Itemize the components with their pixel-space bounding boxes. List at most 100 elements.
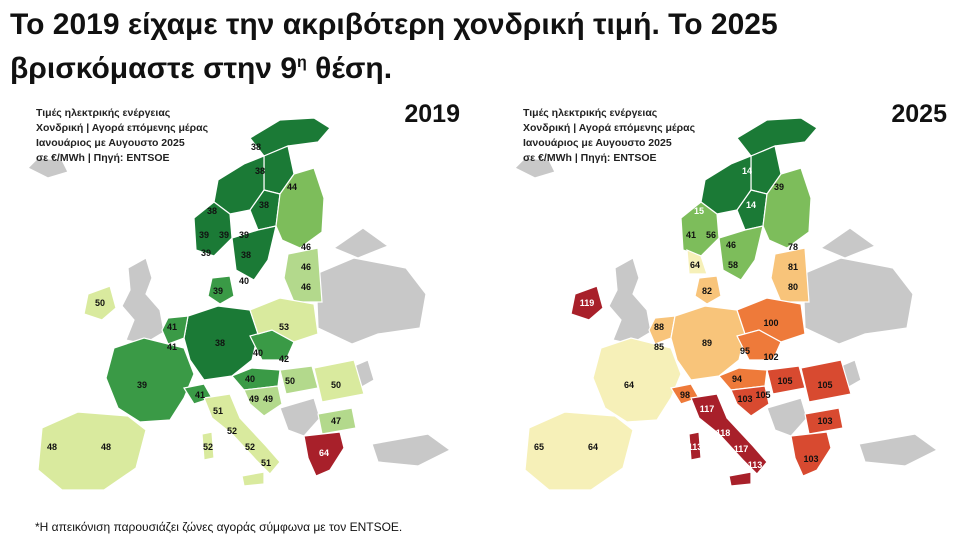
value-at: 94 bbox=[732, 374, 742, 384]
value-si: 103 bbox=[737, 394, 752, 404]
hungary bbox=[279, 365, 319, 395]
value-be: 41 bbox=[167, 342, 177, 352]
source-note: Τιμές ηλεκτρικής ενέργειας Χονδρική | Αγ… bbox=[36, 107, 209, 164]
value-se1: 14 bbox=[742, 166, 752, 176]
value-sk: 102 bbox=[763, 352, 778, 362]
finland bbox=[275, 167, 325, 249]
greece bbox=[303, 431, 345, 477]
year-label-2019: 2019 bbox=[404, 100, 460, 128]
iceland-region bbox=[513, 157, 556, 179]
value-it-s: 113 bbox=[748, 460, 763, 470]
map-2025: 14 14 39 15 41 56 64 46 58 78 81 80 82 1… bbox=[505, 98, 955, 518]
value-hr: 105 bbox=[755, 390, 770, 400]
value-fi: 39 bbox=[774, 182, 784, 192]
baltics bbox=[770, 247, 810, 303]
ireland bbox=[570, 285, 604, 321]
value-it-c2: 117 bbox=[734, 444, 749, 454]
russia-region bbox=[819, 227, 877, 259]
value-it-c1: 118 bbox=[716, 428, 731, 438]
belarus-ukraine-region bbox=[315, 257, 427, 345]
headline: Το 2019 είχαμε την ακριβότερη χονδρική τ… bbox=[10, 6, 950, 88]
value-ch: 41 bbox=[195, 390, 205, 400]
spain-portugal bbox=[524, 411, 634, 491]
value-be: 85 bbox=[654, 342, 664, 352]
value-es: 48 bbox=[101, 442, 111, 452]
value-lv: 81 bbox=[788, 262, 798, 272]
year-label-2025: 2025 bbox=[891, 100, 947, 128]
map-2019: 38 38 38 44 38 39 39 39 39 38 46 46 46 3… bbox=[18, 98, 468, 518]
value-dk1: 82 bbox=[702, 286, 712, 296]
value-it-s: 51 bbox=[261, 458, 271, 468]
czech-slovakia bbox=[736, 329, 782, 361]
spain-portugal bbox=[37, 411, 147, 491]
sweden-south bbox=[231, 225, 277, 281]
gb-region bbox=[608, 257, 652, 345]
balkans-region bbox=[279, 397, 321, 437]
value-no-mid: 38 bbox=[207, 206, 217, 216]
value-it-n: 117 bbox=[700, 404, 715, 414]
denmark bbox=[207, 275, 235, 305]
headline-line-1: Το 2019 είχαμε την ακριβότερη χονδρική τ… bbox=[10, 8, 778, 41]
value-se2: 14 bbox=[746, 200, 756, 210]
hungary bbox=[766, 365, 806, 395]
value-de: 89 bbox=[702, 338, 712, 348]
value-bg: 47 bbox=[331, 416, 341, 426]
value-it-sa: 52 bbox=[203, 442, 213, 452]
value-fi: 44 bbox=[287, 182, 297, 192]
value-it-c2: 52 bbox=[245, 442, 255, 452]
value-nl: 88 bbox=[654, 322, 664, 332]
value-se3: 46 bbox=[726, 240, 736, 250]
poland bbox=[249, 297, 319, 343]
value-cz: 95 bbox=[740, 346, 750, 356]
value-pl: 53 bbox=[279, 322, 289, 332]
value-nl: 41 bbox=[167, 322, 177, 332]
source-note: Τιμές ηλεκτρικής ενέργειας Χονδρική | Αγ… bbox=[523, 107, 696, 164]
value-no-n: 38 bbox=[251, 142, 261, 152]
value-cz: 40 bbox=[253, 348, 263, 358]
value-se4: 38 bbox=[241, 250, 251, 260]
value-bg: 103 bbox=[817, 416, 832, 426]
belarus-ukraine-region bbox=[802, 257, 914, 345]
value-se2: 38 bbox=[259, 200, 269, 210]
romania bbox=[800, 359, 852, 403]
russia-region bbox=[332, 227, 390, 259]
france bbox=[105, 337, 195, 423]
value-sk: 42 bbox=[279, 354, 289, 364]
norway-north bbox=[736, 117, 818, 157]
value-si: 49 bbox=[249, 394, 259, 404]
value-lt: 80 bbox=[788, 282, 798, 292]
denmark bbox=[694, 275, 722, 305]
greece bbox=[790, 431, 832, 477]
value-dk1: 39 bbox=[213, 286, 223, 296]
value-se3: 39 bbox=[239, 230, 249, 240]
value-dk2: 40 bbox=[239, 276, 249, 286]
map-2025-svg: 14 14 39 15 41 56 64 46 58 78 81 80 82 1… bbox=[513, 117, 939, 491]
sardinia bbox=[201, 431, 215, 461]
sweden-south bbox=[718, 225, 764, 281]
value-ee: 78 bbox=[788, 242, 798, 252]
value-no-s3: 64 bbox=[690, 260, 700, 270]
value-ee: 46 bbox=[301, 242, 311, 252]
value-it-sa: 113 bbox=[688, 442, 703, 452]
italy bbox=[690, 393, 768, 475]
value-lt: 46 bbox=[301, 282, 311, 292]
benelux bbox=[161, 315, 189, 345]
balkans-region bbox=[766, 397, 808, 437]
value-ro: 50 bbox=[331, 380, 341, 390]
sardinia bbox=[688, 431, 702, 461]
value-pt: 48 bbox=[47, 442, 57, 452]
value-fr: 64 bbox=[624, 380, 634, 390]
germany bbox=[670, 305, 746, 381]
benelux bbox=[648, 315, 676, 345]
value-at: 40 bbox=[245, 374, 255, 384]
headline-line-2: βρισκόμαστε στην 9η θέση. bbox=[10, 52, 393, 85]
value-it-n: 51 bbox=[213, 406, 223, 416]
value-ie: 50 bbox=[95, 298, 105, 308]
baltics bbox=[283, 247, 323, 303]
sicily bbox=[728, 471, 752, 487]
footnote: *Η απεικόνιση παρουσιάζει ζώνες αγοράς σ… bbox=[35, 520, 403, 534]
value-lv: 46 bbox=[301, 262, 311, 272]
italy bbox=[203, 393, 281, 475]
value-ie: 119 bbox=[580, 298, 595, 308]
ireland bbox=[83, 285, 117, 321]
